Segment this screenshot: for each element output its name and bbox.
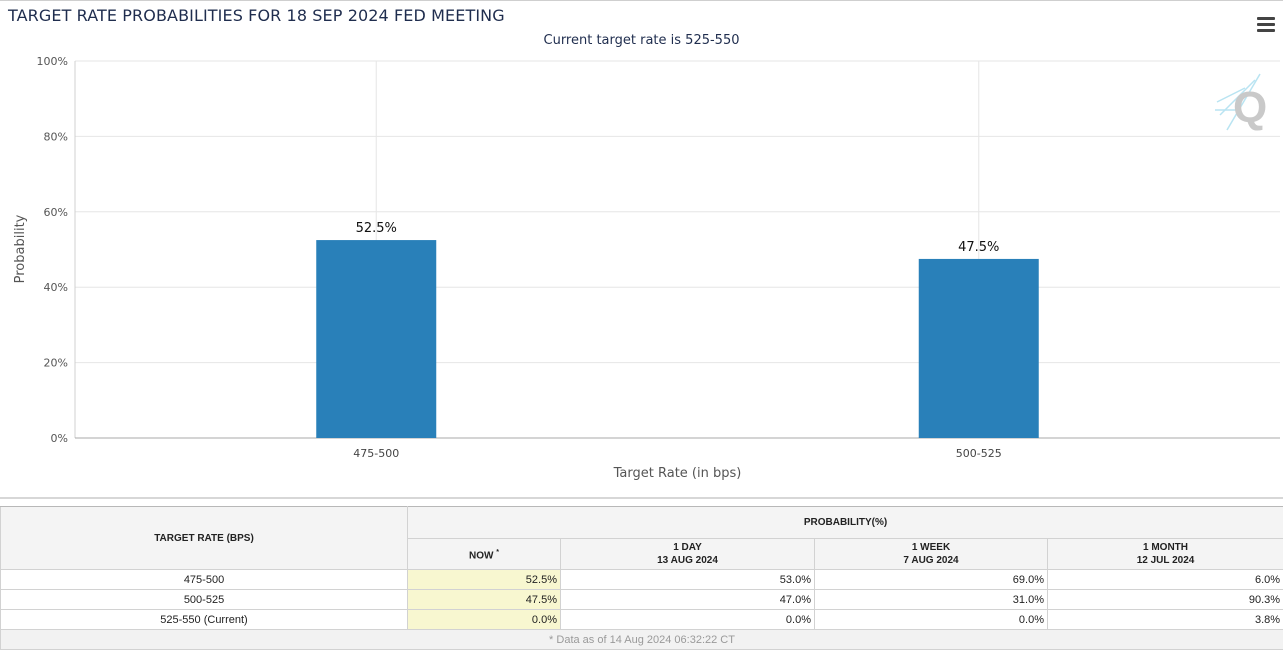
column-1-month-date: 12 JUL 2024 [1136, 555, 1195, 566]
cell-1-week: 0.0% [814, 609, 1048, 630]
target-rate-header: TARGET RATE (BPS) [0, 506, 408, 570]
probability-header: PROBABILITY(%) [406, 506, 1283, 539]
x-tick-label: 500-525 [956, 447, 1002, 460]
table-row: 500-525 47.5% 47.0% 31.0% 90.3% [0, 589, 1283, 610]
column-1-day-label: 1 DAY [673, 542, 702, 553]
chart-table-divider [0, 497, 1283, 499]
column-now-label: NOW [469, 550, 494, 562]
probability-table: TARGET RATE (BPS) PROBABILITY(%) NOW * 1… [0, 506, 1283, 650]
y-tick-label: 60% [44, 206, 68, 219]
column-now-marker: * [496, 548, 499, 556]
bar-data-label: 47.5% [958, 240, 999, 255]
column-1-month: 1 MONTH 12 JUL 2024 [1046, 538, 1283, 570]
cell-1-day: 0.0% [560, 609, 815, 630]
hamburger-menu-icon[interactable] [1257, 17, 1275, 33]
x-axis-title: Target Rate (in bps) [613, 466, 742, 481]
column-1-week-date: 7 AUG 2024 [903, 555, 959, 566]
cell-now: 52.5% [407, 569, 561, 590]
bar-data-label: 52.5% [356, 221, 397, 236]
table-row: 475-500 52.5% 53.0% 69.0% 6.0% [0, 569, 1283, 590]
watermark-letter: Q [1233, 83, 1267, 132]
row-rate: 525-550 (Current) [0, 609, 408, 630]
y-tick-label: 0% [51, 432, 68, 445]
table-row: 525-550 (Current) 0.0% 0.0% 0.0% 3.8% [0, 609, 1283, 630]
y-tick-label: 40% [44, 281, 68, 294]
cell-1-month: 3.8% [1046, 609, 1283, 630]
footnote-row: * Data as of 14 Aug 2024 06:32:22 CT [0, 629, 1283, 650]
cell-1-day: 47.0% [560, 589, 815, 610]
probability-bar-chart: 0% 20% 40% 60% 80% 100% 52.5% 475-500 47.5% 500-5… [13, 55, 1280, 481]
bar [316, 240, 437, 438]
row-rate: 500-525 [0, 589, 408, 610]
data-timestamp-note: * Data as of 14 Aug 2024 06:32:22 CT [0, 629, 1283, 650]
bar [918, 258, 1039, 438]
column-now: NOW * [407, 538, 561, 570]
cell-1-day: 53.0% [560, 569, 815, 590]
cell-1-week: 69.0% [814, 569, 1048, 590]
column-1-week: 1 WEEK 7 AUG 2024 [814, 538, 1048, 570]
y-tick-label: 80% [44, 130, 68, 143]
cell-1-week: 31.0% [814, 589, 1048, 610]
column-1-month-label: 1 MONTH [1143, 542, 1189, 553]
cell-1-month: 6.0% [1046, 569, 1283, 590]
column-1-week-label: 1 WEEK [911, 542, 951, 553]
quikstrike-q-logo: Q [1215, 73, 1267, 132]
cell-1-month: 90.3% [1046, 589, 1283, 610]
top-border [0, 0, 1283, 1]
cell-now: 47.5% [407, 589, 561, 610]
y-axis-title: Probability [13, 214, 28, 283]
column-1-day-date: 13 AUG 2024 [657, 555, 718, 566]
chart-subtitle: Current target rate is 525-550 [543, 33, 740, 48]
x-tick-label: 475-500 [353, 447, 399, 460]
cell-now: 0.0% [407, 609, 561, 630]
chart-title: TARGET RATE PROBABILITIES FOR 18 SEP 202… [8, 6, 505, 25]
row-rate: 475-500 [0, 569, 408, 590]
y-tick-label: 100% [37, 55, 68, 68]
column-1-day: 1 DAY 13 AUG 2024 [560, 538, 815, 570]
y-tick-label: 20% [44, 357, 68, 370]
